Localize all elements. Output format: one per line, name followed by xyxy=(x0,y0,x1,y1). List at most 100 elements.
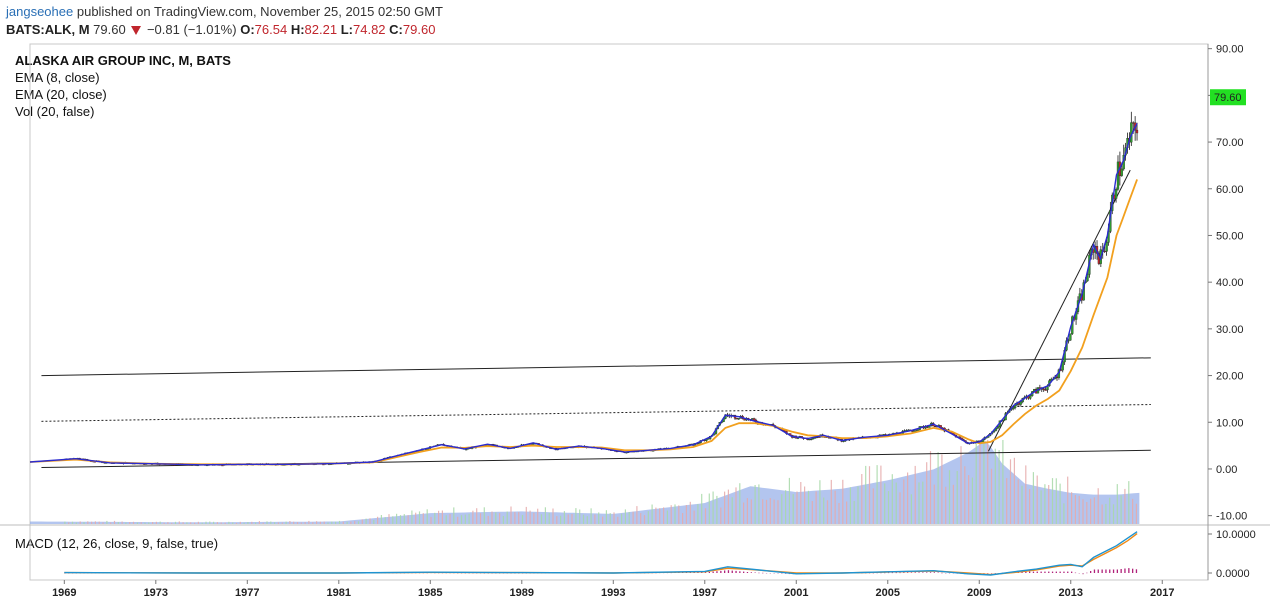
macd-histogram-bar xyxy=(758,572,760,574)
ema-lines xyxy=(29,123,1138,466)
macd-histogram-bar xyxy=(1078,573,1080,574)
open-label: O: xyxy=(240,22,255,37)
volume-bar xyxy=(388,514,390,524)
volume-bar xyxy=(800,482,802,524)
macd-histogram-bar xyxy=(769,573,771,574)
middle-channel-line xyxy=(41,404,1151,422)
low-label: L: xyxy=(340,22,353,37)
volume-bar xyxy=(255,522,257,524)
author-link[interactable]: jangseohee xyxy=(6,4,74,19)
candle-body xyxy=(916,429,920,431)
price-axis[interactable]: 90.0080.0070.0060.0050.0040.0030.0020.00… xyxy=(1208,44,1256,580)
volume-bar xyxy=(960,446,962,524)
volume-bar xyxy=(544,507,546,524)
macd-pane xyxy=(64,531,1138,576)
volume-bar xyxy=(1032,472,1034,524)
upper-channel-line xyxy=(41,357,1151,377)
macd-histogram-bar xyxy=(724,570,726,573)
volume-bar xyxy=(64,521,66,524)
volume-bar xyxy=(281,522,283,524)
volume-bar xyxy=(445,515,447,524)
macd-histogram-bar xyxy=(1105,569,1107,573)
candle-body xyxy=(221,465,224,467)
volume-bar xyxy=(735,487,737,524)
volume-bar xyxy=(914,465,916,524)
x-tick-label: 1973 xyxy=(144,587,168,599)
volume-bar xyxy=(354,521,356,524)
volume-bar xyxy=(739,483,741,524)
volume-bar xyxy=(602,516,604,524)
volume-bar xyxy=(1002,440,1004,524)
macd-histogram-bar xyxy=(754,572,756,573)
volume-bar xyxy=(342,521,344,524)
price-badge-label: 79.60 xyxy=(1214,92,1242,104)
volume-bar xyxy=(998,450,1000,524)
macd-histogram-bar xyxy=(1132,568,1134,573)
candle-body xyxy=(1042,388,1045,390)
volume-bar xyxy=(365,518,367,524)
volume-bar xyxy=(815,491,817,524)
y-tick-label: 60.00 xyxy=(1216,184,1244,196)
trendlines[interactable] xyxy=(41,169,1151,469)
volume-bar xyxy=(929,451,932,524)
volume-bar xyxy=(804,486,806,524)
volume-bar xyxy=(727,489,729,524)
volume-bar xyxy=(811,501,813,524)
volume-bar xyxy=(628,512,630,524)
legend-ema8[interactable]: EMA (8, close) xyxy=(15,70,100,85)
volume-bar xyxy=(384,517,386,524)
volume-bar xyxy=(79,521,81,524)
volume-bar xyxy=(510,506,512,524)
volume-bar xyxy=(430,516,432,524)
x-tick-label: 2005 xyxy=(876,587,900,599)
volume-bar xyxy=(952,484,954,524)
legend-volume[interactable]: Vol (20, false) xyxy=(15,104,95,119)
candle-body xyxy=(1135,129,1139,134)
macd-histogram-bar xyxy=(941,572,943,574)
volume-bar xyxy=(289,521,291,524)
volume-bar xyxy=(548,512,550,524)
volume-bar xyxy=(167,522,169,524)
macd-histogram-bar xyxy=(907,572,909,573)
x-tick-label: 2017 xyxy=(1150,587,1174,599)
macd-histogram-bar xyxy=(1055,571,1057,573)
candle-body xyxy=(1029,395,1032,399)
volume-bar xyxy=(239,521,241,524)
volume-bar xyxy=(571,514,573,524)
macd-histogram-bar xyxy=(922,572,924,573)
volume-bar xyxy=(232,522,234,524)
candle-body xyxy=(1002,419,1005,421)
candle-body xyxy=(1019,401,1022,405)
volume-bar xyxy=(403,514,405,524)
volume-bar xyxy=(769,498,771,524)
volume-bar xyxy=(296,522,299,524)
volume-bar xyxy=(796,491,798,524)
volume-bar xyxy=(1093,497,1095,524)
macd-histogram-bar xyxy=(716,571,718,573)
macd-label[interactable]: MACD (12, 26, close, 9, false, true) xyxy=(15,536,219,551)
volume-bar xyxy=(201,522,203,524)
candle-body xyxy=(810,438,813,441)
low-value: 74.82 xyxy=(353,22,386,37)
volume-bar xyxy=(754,485,756,524)
volume-pane xyxy=(30,440,1140,524)
candle-body xyxy=(808,439,811,441)
x-tick-label: 1977 xyxy=(235,587,259,599)
legend-ema20[interactable]: EMA (20, close) xyxy=(15,87,107,102)
volume-bar xyxy=(476,508,478,524)
volume-bar xyxy=(838,503,840,524)
macd-histogram-bar xyxy=(987,573,989,574)
x-tick-label: 1981 xyxy=(327,587,351,599)
chart-title: ALASKA AIR GROUP INC, M, BATS xyxy=(15,53,231,68)
volume-bar xyxy=(788,477,790,524)
volume-bar xyxy=(1090,498,1092,524)
macd-histogram-bar xyxy=(1032,571,1035,573)
time-axis[interactable]: 1969 1973 1977 1981 1985 1989 1993 1997 2001 2005… xyxy=(52,580,1174,599)
volume-bar xyxy=(948,470,951,524)
x-tick-label: 1969 xyxy=(52,587,76,599)
volume-bar xyxy=(94,521,96,524)
x-tick-label: 1997 xyxy=(693,587,717,599)
macd-histogram-bar xyxy=(918,572,920,573)
volume-bar xyxy=(1101,504,1103,524)
